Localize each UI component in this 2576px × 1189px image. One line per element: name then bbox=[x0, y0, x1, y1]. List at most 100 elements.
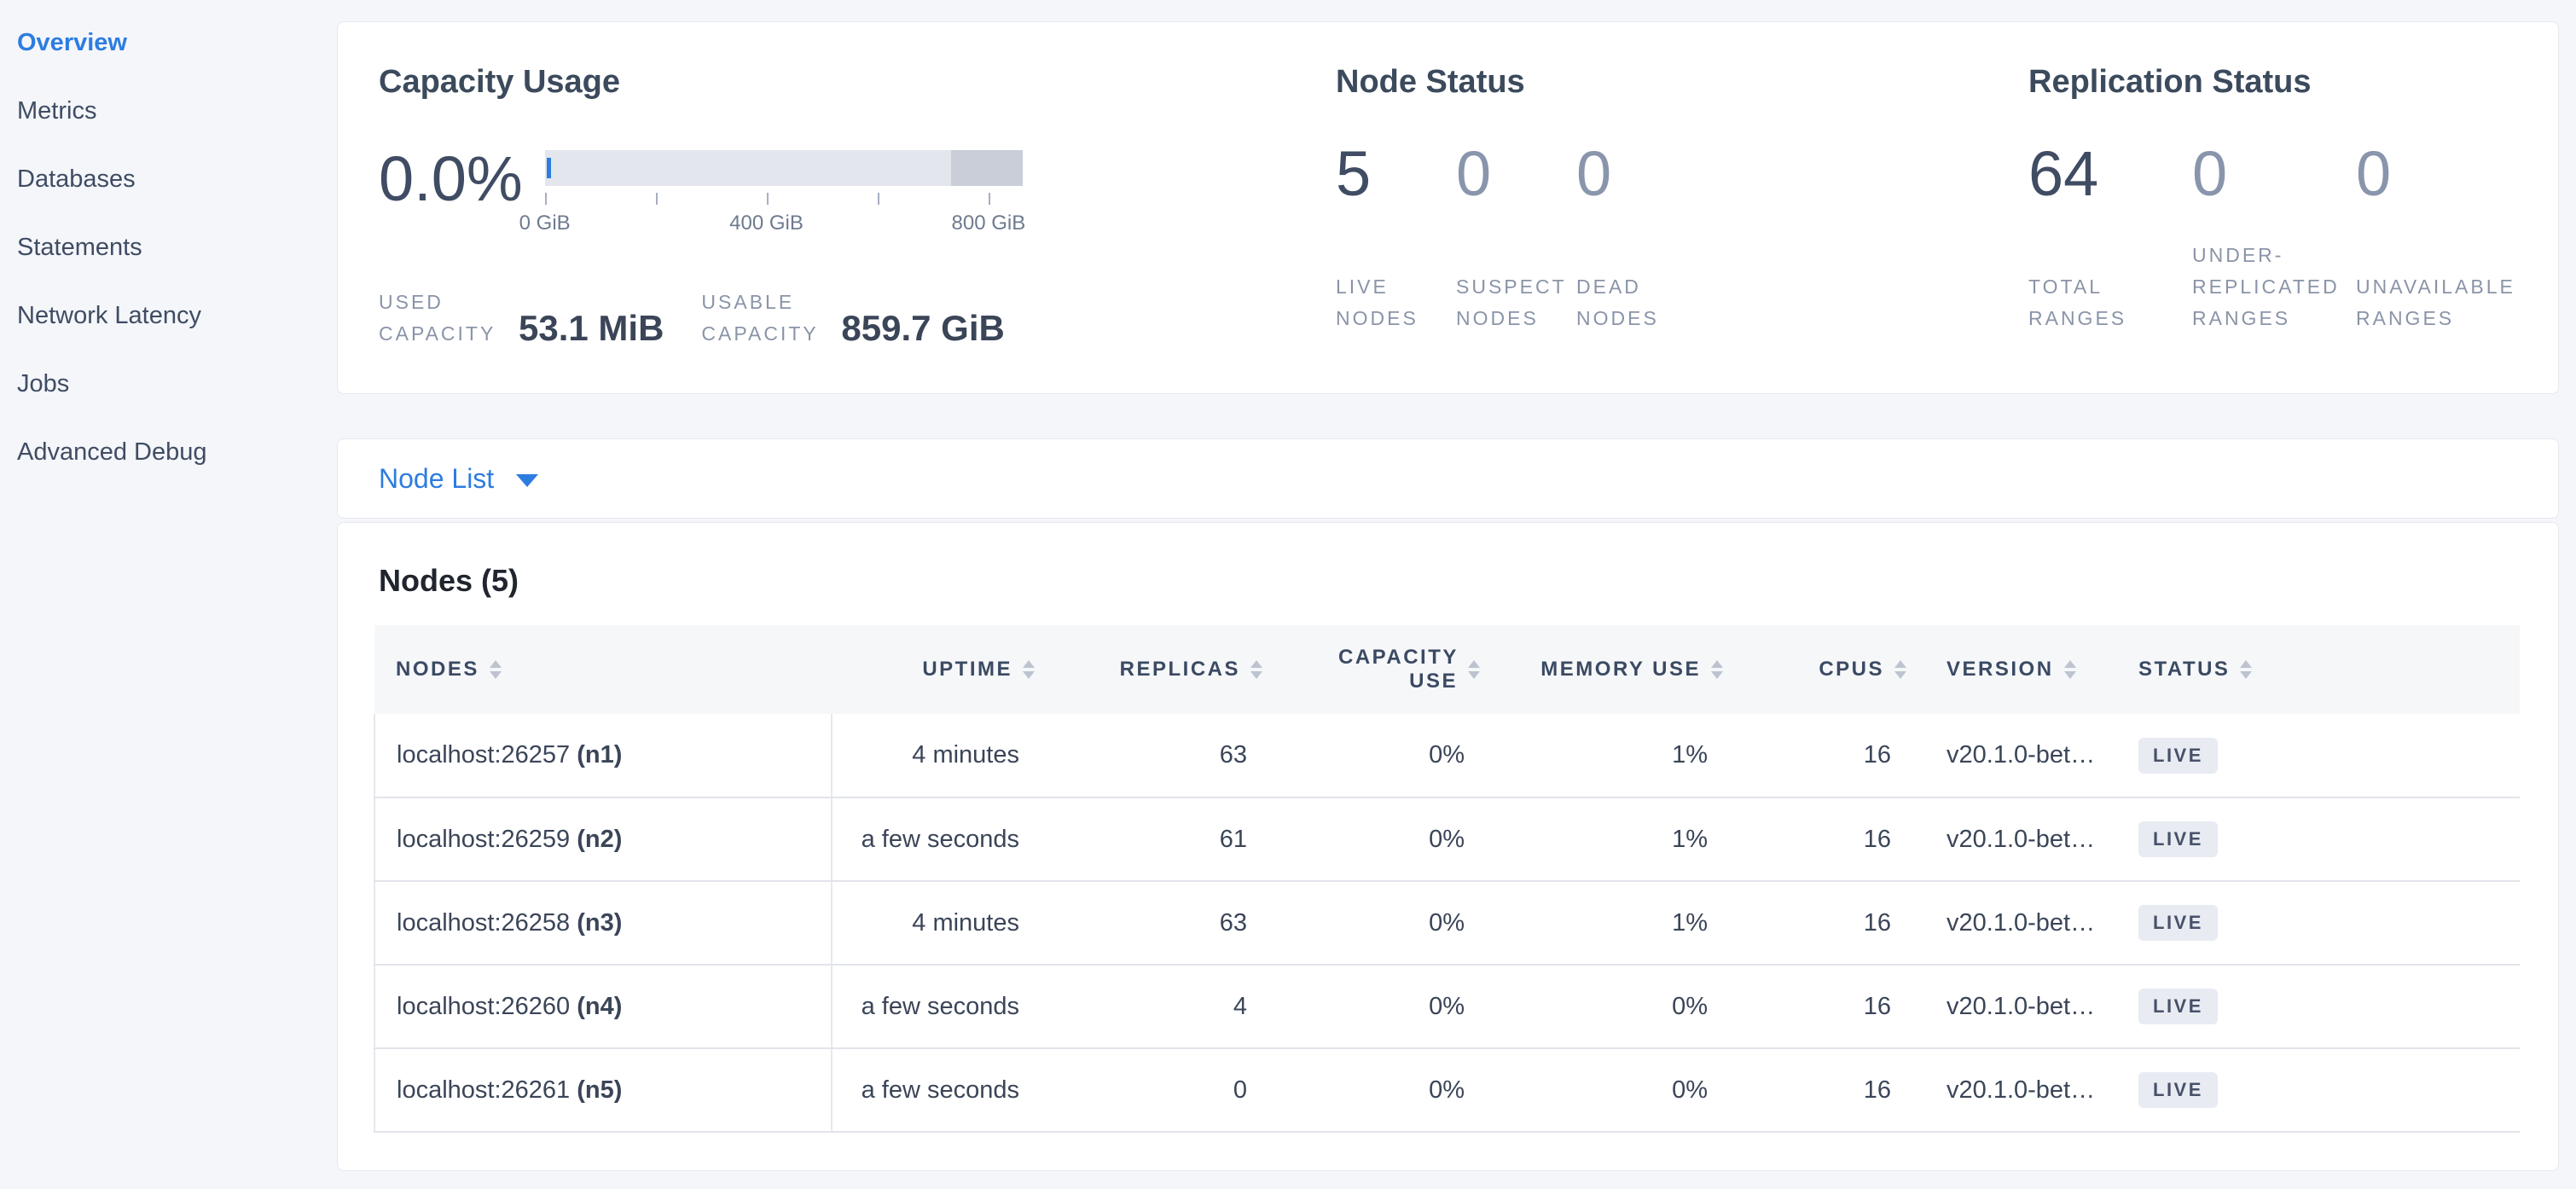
capacity-gauge-track bbox=[544, 150, 1023, 186]
column-header-uptime[interactable]: UPTIME bbox=[832, 625, 1045, 714]
node-name-link[interactable]: localhost:26260 bbox=[397, 992, 571, 1020]
sort-icon[interactable] bbox=[1250, 660, 1262, 679]
capacity-gauge-used-marker bbox=[546, 158, 551, 178]
used-capacity-value: 53.1 MiB bbox=[519, 308, 664, 348]
node-id: (n3) bbox=[577, 908, 623, 937]
under-replicated-ranges-stat: 0 UNDER-REPLICATED RANGES bbox=[2192, 140, 2356, 334]
sidebar-item-advanced-debug[interactable]: Advanced Debug bbox=[17, 438, 207, 466]
node-name-link[interactable]: localhost:26258 bbox=[397, 908, 571, 937]
sort-icon[interactable] bbox=[2240, 660, 2253, 679]
nodes-table: NODES UPTIME REPLICAS CAPACITY USE bbox=[374, 625, 2520, 1133]
replicas-cell: 61 bbox=[1045, 798, 1273, 882]
uptime-cell: a few seconds bbox=[832, 798, 1045, 882]
capacity-gauge-reserved-segment bbox=[950, 150, 1023, 186]
sidebar-item-overview[interactable]: Overview bbox=[17, 29, 127, 56]
column-header-version[interactable]: VERSION bbox=[1917, 625, 2117, 714]
column-header-replicas[interactable]: REPLICAS bbox=[1045, 625, 1273, 714]
node-name-link[interactable]: localhost:26259 bbox=[397, 825, 571, 853]
capacity-usage-title: Capacity Usage bbox=[379, 64, 621, 100]
version-cell: v20.1.0-bet… bbox=[1917, 965, 2117, 1049]
column-label: CPUS bbox=[1819, 658, 1884, 681]
column-header-status[interactable]: STATUS bbox=[2117, 625, 2520, 714]
capacity-use-cell: 0% bbox=[1273, 1048, 1490, 1133]
usable-capacity-label: USABLE CAPACITY bbox=[701, 291, 819, 345]
table-row: localhost:26258 (n3) 4 minutes 63 0% 1% … bbox=[374, 881, 2520, 966]
node-id: (n4) bbox=[577, 992, 623, 1020]
axis-label-800gib: 800 GiB bbox=[951, 212, 1026, 235]
node-id: (n1) bbox=[577, 741, 623, 768]
axis-tick bbox=[877, 193, 879, 205]
sort-icon[interactable] bbox=[2063, 660, 2076, 679]
column-label: CAPACITY USE bbox=[1338, 646, 1459, 693]
main-content: Capacity Usage 0.0% bbox=[337, 0, 2576, 1189]
sort-icon[interactable] bbox=[489, 660, 502, 679]
cpus-cell: 16 bbox=[1733, 881, 1917, 966]
node-list-dropdown[interactable]: Node List bbox=[379, 462, 539, 495]
version-cell: v20.1.0-bet… bbox=[1917, 714, 2117, 798]
sort-icon[interactable] bbox=[1894, 660, 1906, 679]
sidebar-item-metrics[interactable]: Metrics bbox=[17, 97, 97, 125]
sidebar-item-databases[interactable]: Databases bbox=[17, 165, 136, 193]
cpus-cell: 16 bbox=[1733, 1048, 1917, 1133]
nodes-table-card: Nodes (5) NODES UPTIME bbox=[337, 522, 2559, 1171]
sidebar-item-jobs[interactable]: Jobs bbox=[17, 370, 70, 397]
column-header-cpus[interactable]: CPUS bbox=[1733, 625, 1917, 714]
table-header-row: NODES UPTIME REPLICAS CAPACITY USE bbox=[374, 625, 2520, 714]
table-row: localhost:26261 (n5) a few seconds 0 0% … bbox=[374, 1048, 2520, 1133]
status-badge: LIVE bbox=[2138, 737, 2218, 774]
used-capacity-label: USED CAPACITY bbox=[379, 291, 496, 345]
column-label: NODES bbox=[396, 658, 479, 681]
capacity-use-cell: 0% bbox=[1273, 965, 1490, 1049]
memory-use-cell: 0% bbox=[1490, 1048, 1733, 1133]
unavailable-ranges-value: 0 bbox=[2356, 138, 2392, 209]
axis-tick bbox=[544, 193, 547, 205]
sort-icon[interactable] bbox=[1711, 660, 1723, 679]
memory-use-cell: 1% bbox=[1490, 798, 1733, 882]
nodes-section-title: Nodes (5) bbox=[379, 563, 519, 598]
axis-tick bbox=[988, 193, 990, 205]
version-cell: v20.1.0-bet… bbox=[1917, 1048, 2117, 1133]
cpus-cell: 16 bbox=[1733, 714, 1917, 798]
under-replicated-ranges-value: 0 bbox=[2192, 138, 2228, 209]
total-ranges-value: 64 bbox=[2028, 138, 2099, 209]
replicas-cell: 63 bbox=[1045, 714, 1273, 798]
column-header-memory-use[interactable]: MEMORY USE bbox=[1490, 625, 1733, 714]
node-list-dropdown-label: Node List bbox=[379, 462, 495, 494]
status-badge: LIVE bbox=[2138, 1072, 2218, 1108]
column-label: MEMORY USE bbox=[1540, 658, 1701, 681]
uptime-cell: a few seconds bbox=[832, 1048, 1045, 1133]
column-header-capacity-use[interactable]: CAPACITY USE bbox=[1273, 625, 1490, 714]
node-name-link[interactable]: localhost:26257 bbox=[397, 741, 571, 768]
capacity-gauge: 0 GiB 400 GiB 800 GiB bbox=[519, 150, 1026, 235]
cpus-cell: 16 bbox=[1733, 798, 1917, 882]
total-ranges-stat: 64 TOTAL RANGES bbox=[2028, 140, 2192, 334]
live-nodes-label: LIVE NODES bbox=[1336, 276, 1419, 329]
replicas-cell: 63 bbox=[1045, 881, 1273, 966]
capacity-gauge-axis: 0 GiB 400 GiB 800 GiB bbox=[519, 193, 1026, 235]
capacity-use-cell: 0% bbox=[1273, 881, 1490, 966]
view-selector-card: Node List bbox=[337, 438, 2559, 519]
column-label: VERSION bbox=[1947, 658, 2054, 681]
replicas-cell: 0 bbox=[1045, 1048, 1273, 1133]
sort-icon[interactable] bbox=[1023, 660, 1035, 679]
sidebar-item-network-latency[interactable]: Network Latency bbox=[17, 302, 201, 329]
sidebar-item-statements[interactable]: Statements bbox=[17, 234, 142, 261]
axis-tick bbox=[655, 193, 658, 205]
uptime-cell: a few seconds bbox=[832, 965, 1045, 1049]
used-capacity-stat: USED CAPACITY 53.1 MiB bbox=[379, 287, 664, 350]
column-header-nodes[interactable]: NODES bbox=[374, 625, 832, 714]
dead-nodes-stat: 0 DEAD NODES bbox=[1576, 140, 1697, 334]
dead-nodes-value: 0 bbox=[1576, 138, 1612, 209]
capacity-usage-section: Capacity Usage 0.0% bbox=[379, 22, 1042, 350]
suspect-nodes-stat: 0 SUSPECT NODES bbox=[1456, 140, 1576, 334]
column-label: STATUS bbox=[2138, 658, 2231, 681]
replication-status-title: Replication Status bbox=[2028, 64, 2312, 100]
usable-capacity-value: 859.7 GiB bbox=[841, 308, 1005, 348]
table-row: localhost:26257 (n1) 4 minutes 63 0% 1% … bbox=[374, 714, 2520, 798]
node-name-link[interactable]: localhost:26261 bbox=[397, 1076, 571, 1104]
column-label: REPLICAS bbox=[1119, 658, 1240, 681]
sort-icon[interactable] bbox=[1468, 660, 1480, 679]
node-status-section: Node Status 5 LIVE NODES 0 SUSPECT NODES… bbox=[1336, 22, 1697, 334]
node-id: (n5) bbox=[577, 1076, 623, 1104]
